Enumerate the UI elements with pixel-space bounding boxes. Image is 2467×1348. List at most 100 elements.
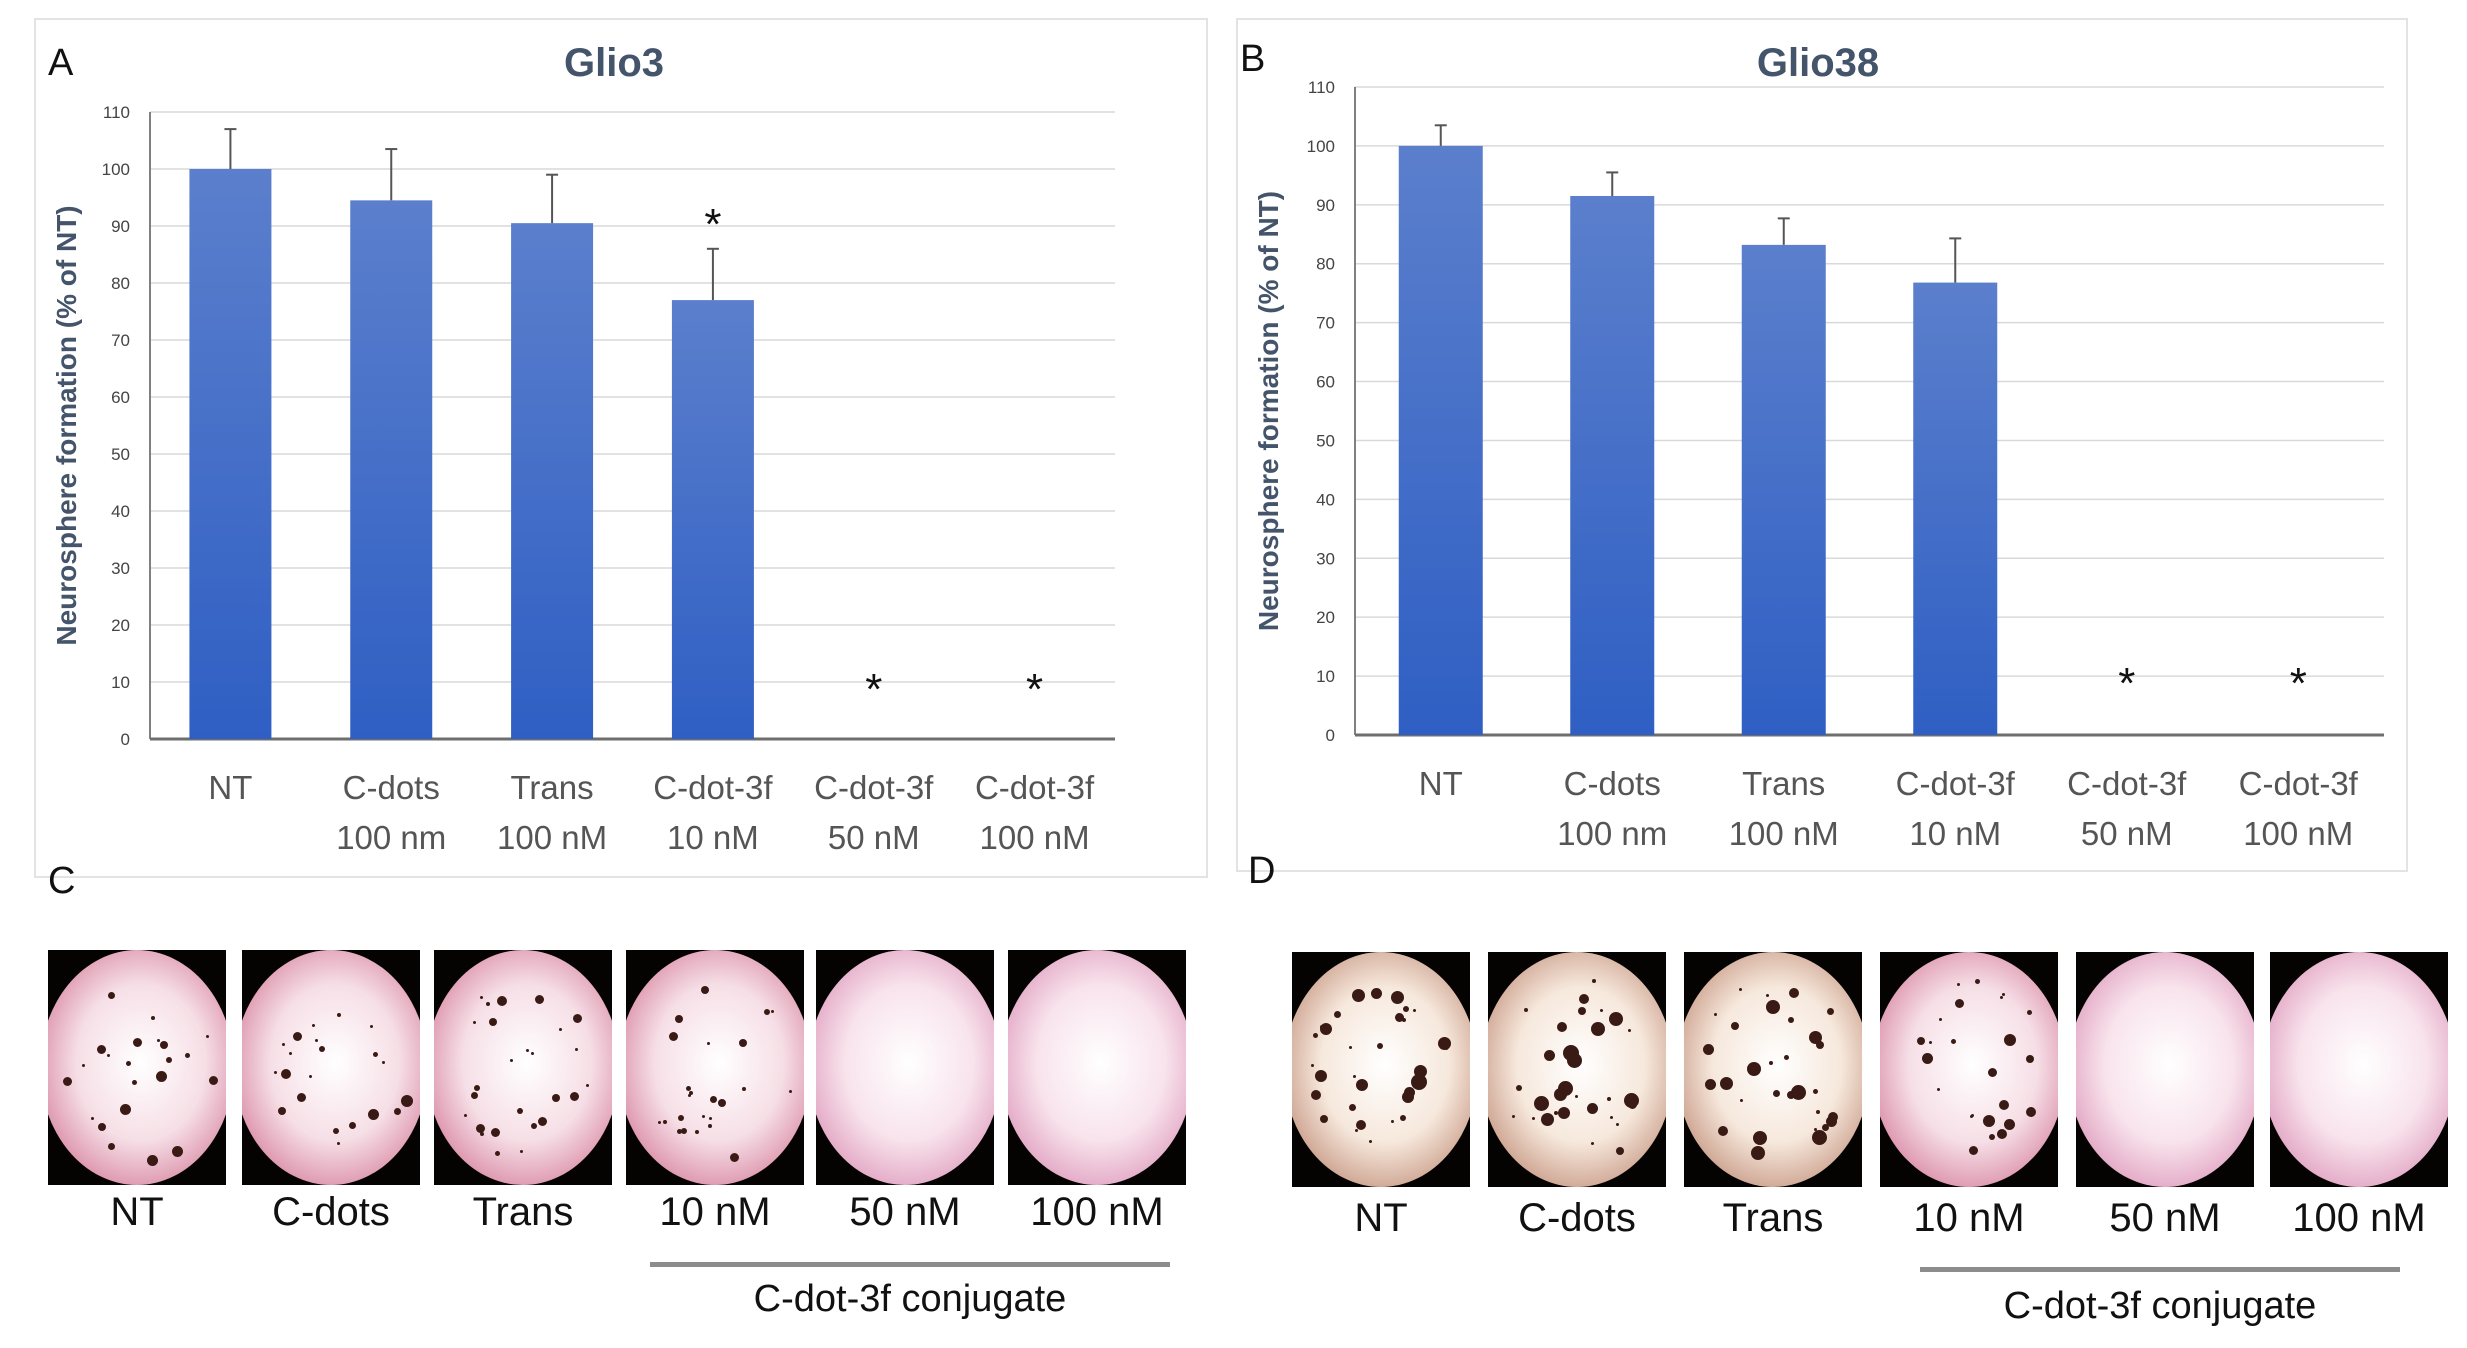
neurosphere-dot bbox=[489, 1018, 497, 1026]
y-tick-label: 110 bbox=[1308, 78, 1335, 97]
neurosphere-dot bbox=[370, 1025, 373, 1028]
y-tick-label: 30 bbox=[111, 559, 130, 578]
neurosphere-dot bbox=[1313, 1033, 1318, 1038]
neurosphere-dot bbox=[132, 1080, 137, 1085]
dish-label: 50 nM bbox=[849, 1190, 961, 1234]
x-tick-label: 10 nM bbox=[667, 819, 759, 856]
neurosphere-dot bbox=[575, 1048, 578, 1051]
x-tick-label: C-dots bbox=[343, 769, 440, 806]
bar bbox=[189, 169, 272, 739]
neurosphere-dot bbox=[678, 1115, 684, 1121]
panel-label-d: D bbox=[1248, 850, 1276, 892]
neurosphere-dot bbox=[1591, 1142, 1594, 1145]
neurosphere-dot bbox=[107, 1054, 110, 1057]
neurosphere-dot bbox=[1718, 1126, 1728, 1136]
x-tick-label: C-dot-3f bbox=[2239, 765, 2359, 802]
x-tick-label: 100 nM bbox=[980, 819, 1090, 856]
dish-well bbox=[434, 950, 612, 1185]
neurosphere-dot bbox=[1957, 983, 1960, 986]
neurosphere-dot bbox=[206, 1035, 209, 1038]
neurosphere-dot bbox=[739, 1039, 747, 1047]
neurosphere-dot bbox=[1544, 1050, 1555, 1061]
x-tick-label: NT bbox=[208, 769, 252, 806]
neurosphere-dot bbox=[120, 1104, 131, 1115]
neurosphere-dot bbox=[1925, 1059, 1928, 1062]
neurosphere-dot bbox=[1616, 1147, 1624, 1155]
neurosphere-dot bbox=[1789, 988, 1799, 998]
neurosphere-dot bbox=[570, 1092, 579, 1101]
neurosphere-dot bbox=[695, 1130, 699, 1134]
dish-label: NT bbox=[1354, 1196, 1408, 1240]
neurosphere-dot bbox=[309, 1075, 312, 1078]
dish-label: 50 nM bbox=[2109, 1196, 2221, 1240]
neurosphere-dot bbox=[1356, 1120, 1366, 1130]
y-tick-label: 0 bbox=[121, 730, 130, 749]
neurosphere-dot bbox=[1975, 979, 1980, 984]
neurosphere-dot bbox=[274, 1071, 277, 1074]
neurosphere-dot bbox=[1937, 1088, 1940, 1091]
y-tick-label: 100 bbox=[102, 160, 130, 179]
neurosphere-dot bbox=[681, 1128, 687, 1134]
neurosphere-dot bbox=[1703, 1044, 1714, 1055]
neurosphere-dot bbox=[1769, 1061, 1773, 1065]
neurosphere-dot bbox=[531, 1123, 537, 1129]
significance-marker: * bbox=[2290, 659, 2307, 708]
neurosphere-dot bbox=[1607, 1097, 1611, 1101]
significance-marker: * bbox=[1026, 665, 1043, 714]
y-tick-label: 110 bbox=[103, 103, 130, 122]
y-tick-label: 70 bbox=[111, 331, 130, 350]
neurosphere-dot bbox=[1610, 1116, 1613, 1119]
y-tick-label: 90 bbox=[1316, 196, 1335, 215]
neurosphere-dot bbox=[1747, 1062, 1761, 1076]
panel-label-c: C bbox=[48, 860, 76, 902]
dish-well bbox=[242, 950, 420, 1185]
neurosphere-dot bbox=[702, 1115, 705, 1118]
neurosphere-dot bbox=[1400, 1115, 1406, 1121]
neurosphere-dot bbox=[1534, 1096, 1549, 1111]
neurosphere-dot bbox=[1812, 1130, 1827, 1145]
neurosphere-dot bbox=[281, 1069, 291, 1079]
x-tick-label: Trans bbox=[511, 769, 594, 806]
neurosphere-dot bbox=[315, 1039, 318, 1042]
dish-label: Trans bbox=[472, 1190, 574, 1234]
panel-label-a: A bbox=[48, 42, 74, 84]
neurosphere-dot bbox=[480, 1132, 484, 1136]
neurosphere-dot bbox=[1532, 1117, 1535, 1120]
neurosphere-dot bbox=[708, 1124, 712, 1128]
neurosphere-dot bbox=[771, 1010, 774, 1013]
neurosphere-dot bbox=[1714, 1013, 1717, 1016]
neurosphere-dot bbox=[1592, 979, 1596, 983]
neurosphere-dot bbox=[1516, 1085, 1522, 1091]
dish-well bbox=[2076, 952, 2254, 1187]
neurosphere-dot bbox=[1988, 1068, 1997, 1077]
neurosphere-dot bbox=[1828, 1112, 1838, 1122]
neurosphere-dot bbox=[658, 1121, 661, 1124]
neurosphere-dot bbox=[1989, 1134, 1995, 1140]
neurosphere-dot bbox=[1720, 1077, 1733, 1090]
x-tick-label: 50 nM bbox=[2081, 815, 2173, 852]
neurosphere-dot bbox=[1822, 1124, 1829, 1131]
neurosphere-dot bbox=[1355, 1129, 1358, 1132]
dish-well bbox=[48, 950, 226, 1185]
significance-marker: * bbox=[865, 665, 882, 714]
bar bbox=[511, 223, 594, 739]
neurosphere-dot bbox=[1600, 1009, 1603, 1012]
neurosphere-dot bbox=[510, 1059, 513, 1062]
y-tick-label: 80 bbox=[1316, 255, 1335, 274]
bar bbox=[671, 300, 754, 739]
y-tick-label: 10 bbox=[111, 673, 130, 692]
neurosphere-dot bbox=[98, 1123, 106, 1131]
neurosphere-dot bbox=[1558, 1107, 1570, 1119]
bar bbox=[1913, 282, 1998, 735]
neurosphere-dot bbox=[1969, 1146, 1978, 1155]
neurosphere-dot bbox=[2026, 1107, 2036, 1117]
x-tick-label: 100 nm bbox=[1557, 815, 1667, 852]
neurosphere-dot bbox=[710, 1096, 717, 1103]
conjugate-group-line bbox=[650, 1262, 1170, 1267]
dish-label: 10 nM bbox=[659, 1190, 771, 1234]
neurosphere-dot bbox=[97, 1045, 106, 1054]
neurosphere-dot bbox=[1578, 1007, 1586, 1015]
neurosphere-dot bbox=[669, 1032, 678, 1041]
neurosphere-dot bbox=[1816, 1041, 1824, 1049]
neurosphere-dot bbox=[1970, 1115, 1973, 1118]
